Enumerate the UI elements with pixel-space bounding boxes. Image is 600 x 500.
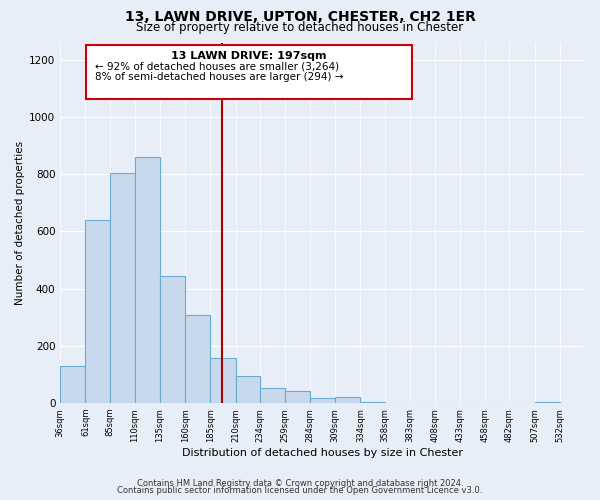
X-axis label: Distribution of detached houses by size in Chester: Distribution of detached houses by size … — [182, 448, 463, 458]
Text: Contains HM Land Registry data © Crown copyright and database right 2024.: Contains HM Land Registry data © Crown c… — [137, 478, 463, 488]
Y-axis label: Number of detached properties: Number of detached properties — [15, 140, 25, 305]
Text: 8% of semi-detached houses are larger (294) →: 8% of semi-detached houses are larger (2… — [95, 72, 343, 82]
Bar — [185, 315, 211, 403]
Bar — [335, 397, 361, 403]
Bar — [361, 402, 385, 403]
Bar — [310, 398, 335, 403]
Bar — [60, 366, 85, 403]
Bar — [110, 172, 135, 403]
Bar — [385, 402, 410, 403]
Bar — [211, 358, 236, 403]
Bar — [285, 391, 310, 403]
Bar — [135, 157, 160, 403]
Bar — [260, 388, 285, 403]
Bar — [160, 276, 185, 403]
FancyBboxPatch shape — [86, 44, 412, 99]
Text: ← 92% of detached houses are smaller (3,264): ← 92% of detached houses are smaller (3,… — [95, 61, 338, 71]
Text: Size of property relative to detached houses in Chester: Size of property relative to detached ho… — [136, 22, 464, 35]
Text: 13 LAWN DRIVE: 197sqm: 13 LAWN DRIVE: 197sqm — [172, 51, 327, 61]
Bar — [85, 220, 110, 403]
Text: 13, LAWN DRIVE, UPTON, CHESTER, CH2 1ER: 13, LAWN DRIVE, UPTON, CHESTER, CH2 1ER — [125, 10, 475, 24]
Bar — [236, 376, 260, 403]
Bar — [535, 402, 560, 403]
Text: Contains public sector information licensed under the Open Government Licence v3: Contains public sector information licen… — [118, 486, 482, 495]
